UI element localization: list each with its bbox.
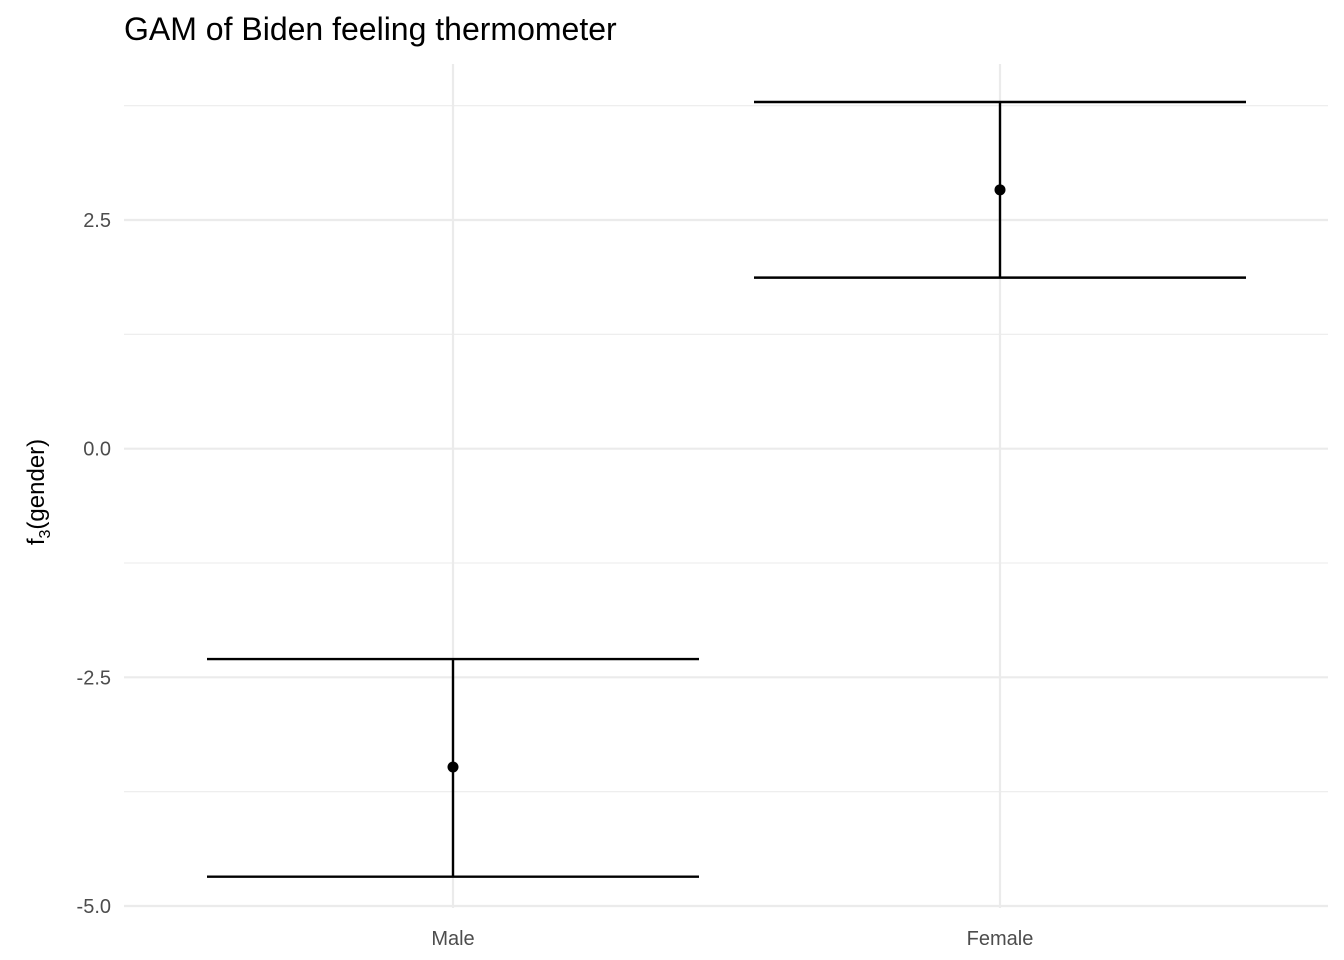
y-tick-label: 2.5: [83, 210, 111, 232]
chart-title: GAM of Biden feeling thermometer: [124, 11, 617, 47]
estimate-point-female: [994, 184, 1006, 196]
y-tick-label: -5.0: [77, 896, 111, 918]
estimate-point-male: [447, 761, 459, 773]
y-axis-title-rest: (gender): [23, 439, 50, 530]
error-bars: [207, 100, 1246, 878]
y-axis-title: f3(gender): [23, 439, 54, 545]
y-axis-ticks: -5.0 -2.5 0.0 2.5: [77, 210, 111, 918]
y-axis-title-main: f: [23, 538, 50, 545]
y-tick-label: 0.0: [83, 439, 111, 461]
y-axis-title-subscript: 3: [37, 529, 54, 538]
y-tick-label: -2.5: [77, 667, 111, 689]
x-tick-label-male: Male: [431, 928, 474, 950]
x-axis-ticks: Male Female: [431, 928, 1033, 950]
x-tick-label-female: Female: [967, 928, 1034, 950]
grid: [124, 64, 1328, 908]
